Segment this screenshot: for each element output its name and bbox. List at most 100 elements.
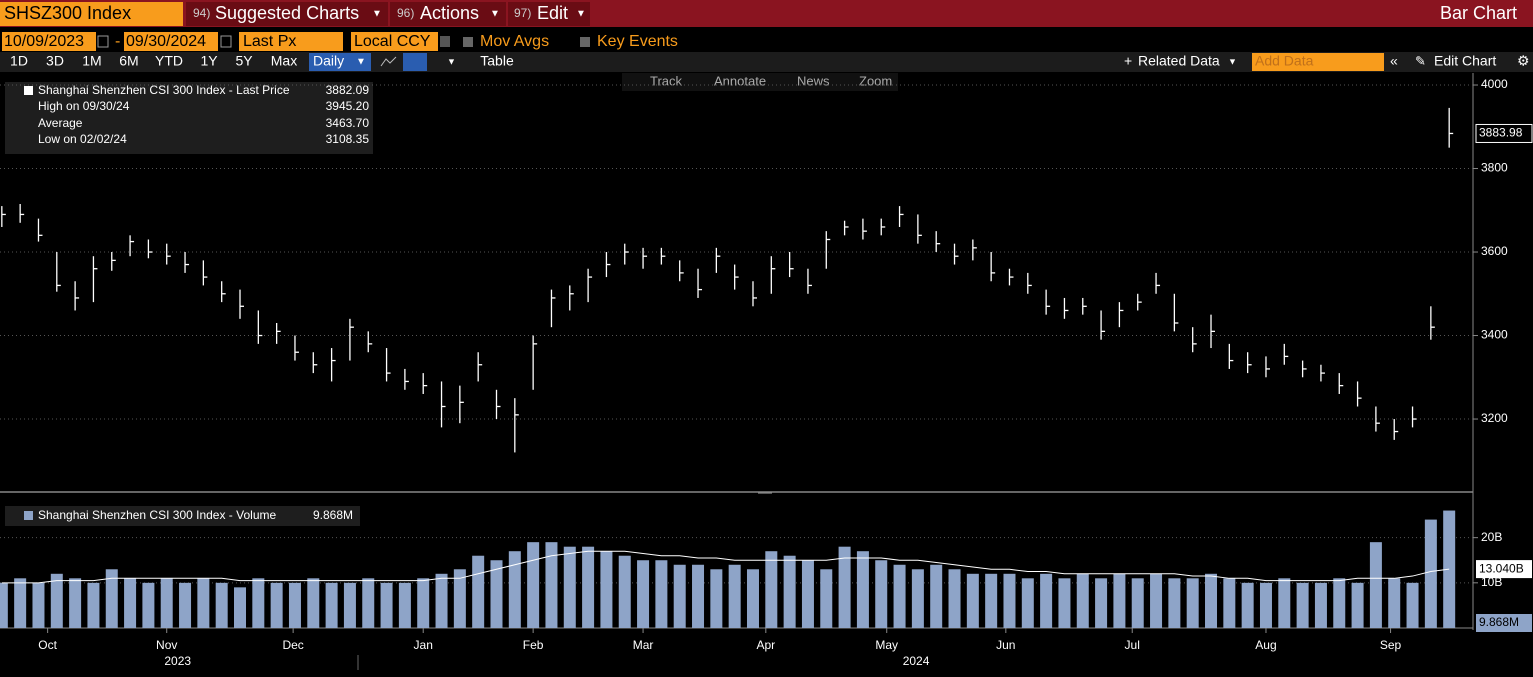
- period-button[interactable]: YTD: [155, 53, 183, 69]
- calendar-icon[interactable]: [220, 35, 232, 48]
- menu-num: 94): [193, 6, 210, 20]
- volume-bar: [783, 555, 796, 628]
- volume-bar: [1351, 582, 1364, 628]
- period-button[interactable]: 5Y: [235, 53, 253, 69]
- last-volume-label: 9.868M: [1479, 615, 1519, 629]
- period-button[interactable]: 3D: [46, 53, 64, 69]
- menu[interactable]: [508, 2, 590, 26]
- volume-bar: [490, 560, 503, 628]
- frequency-button[interactable]: [309, 53, 371, 71]
- y-tick-label: 3600: [1481, 244, 1508, 258]
- chart-tools: [622, 73, 898, 91]
- volume-bar: [765, 551, 778, 628]
- table-button[interactable]: Table: [480, 53, 514, 69]
- volume-bar: [820, 569, 833, 628]
- mov-avgs: Mov Avgs: [480, 33, 549, 50]
- checkbox[interactable]: [463, 37, 473, 47]
- gear-icon[interactable]: ⚙: [1517, 53, 1530, 69]
- volume-bar: [1040, 573, 1053, 628]
- volume-bar: [637, 560, 650, 628]
- period-button[interactable]: 1D: [10, 53, 28, 69]
- last-price-label: 3883.98: [1479, 126, 1523, 140]
- tool[interactable]: News: [797, 73, 830, 88]
- last-volume-box: [1476, 614, 1532, 632]
- dropdown[interactable]: [440, 36, 450, 47]
- caret: ▼: [356, 57, 366, 68]
- volume-bar: [893, 564, 906, 628]
- y-tick-label: 3200: [1481, 411, 1508, 425]
- x-tick-label: Apr: [756, 638, 775, 652]
- security-box[interactable]: [0, 2, 183, 26]
- volume-bar: [398, 582, 411, 628]
- field: Last Px: [243, 33, 296, 50]
- stat-label: High on 09/30/24: [38, 99, 130, 113]
- volume-bar: [105, 569, 118, 628]
- volume-bar: [1388, 578, 1401, 628]
- add-data-box[interactable]: [1252, 53, 1384, 71]
- volume-bar: [14, 578, 27, 628]
- stat-label: Low on 02/02/24: [38, 132, 127, 146]
- volume-bar: [985, 573, 998, 628]
- volume-bar: [343, 582, 356, 628]
- period-button[interactable]: 1Y: [200, 53, 218, 69]
- legend-swatch: [24, 86, 33, 95]
- date-field[interactable]: [124, 32, 218, 51]
- volume-bar: [527, 542, 540, 628]
- volume-bar: [380, 582, 393, 628]
- caret: ▼: [447, 56, 456, 66]
- frequency: Daily: [313, 53, 344, 69]
- year-label: 2024: [903, 654, 930, 668]
- volume-bar: [1150, 573, 1163, 628]
- volume-bar: [673, 564, 686, 628]
- edit-chart[interactable]: Edit Chart: [1434, 53, 1496, 69]
- tool[interactable]: Zoom: [859, 73, 892, 88]
- menu-num: 96): [397, 6, 414, 20]
- tool[interactable]: Annotate: [714, 73, 766, 88]
- volume-bar: [215, 582, 228, 628]
- volume-bar: [1003, 573, 1016, 628]
- volume-bar: [453, 569, 466, 628]
- y-tick-label: 20B: [1481, 530, 1502, 544]
- volume-bar: [197, 578, 210, 628]
- y-tick-label: 10B: [1481, 575, 1502, 589]
- menu[interactable]: [390, 2, 506, 26]
- x-tick-label: Sep: [1380, 638, 1402, 652]
- moving-average: [1, 550, 1450, 584]
- legend-title: Shanghai Shenzhen CSI 300 Index - Last P…: [38, 83, 290, 97]
- menu-num: 97): [514, 6, 531, 20]
- related-data[interactable]: Related Data: [1138, 53, 1220, 69]
- x-tick-label: Jan: [414, 638, 433, 652]
- menu[interactable]: [186, 2, 388, 26]
- volume-bar: [728, 564, 741, 628]
- volume-bar: [1076, 573, 1089, 628]
- date-field[interactable]: [2, 32, 96, 51]
- line-icon[interactable]: [380, 56, 397, 67]
- ccy-box[interactable]: [351, 32, 438, 51]
- volume-bar: [838, 546, 851, 628]
- tool[interactable]: Track: [650, 73, 683, 88]
- volume-bar: [582, 546, 595, 628]
- volume-bar: [508, 551, 521, 628]
- volume-bar: [307, 578, 320, 628]
- period-button[interactable]: Max: [271, 53, 297, 69]
- x-tick-label: Mar: [633, 638, 654, 652]
- period-button[interactable]: 6M: [119, 53, 138, 69]
- volume-bar: [545, 542, 558, 628]
- caret: ▼: [490, 9, 500, 20]
- toolbar: [0, 52, 1533, 72]
- collapse-icon[interactable]: «: [1390, 53, 1398, 69]
- checkbox[interactable]: [580, 37, 590, 47]
- calendar-icon[interactable]: [97, 35, 109, 48]
- field-box[interactable]: [239, 32, 343, 51]
- x-tick-label: Feb: [523, 638, 544, 652]
- x-tick-label: May: [875, 638, 898, 652]
- volume-bar: [655, 560, 668, 628]
- volume-bar: [618, 555, 631, 628]
- period-button[interactable]: 1M: [82, 53, 101, 69]
- volume-bar: [142, 582, 155, 628]
- bar-icon[interactable]: [403, 53, 427, 71]
- volume-bar: [1259, 582, 1272, 628]
- plus: +: [1124, 53, 1132, 69]
